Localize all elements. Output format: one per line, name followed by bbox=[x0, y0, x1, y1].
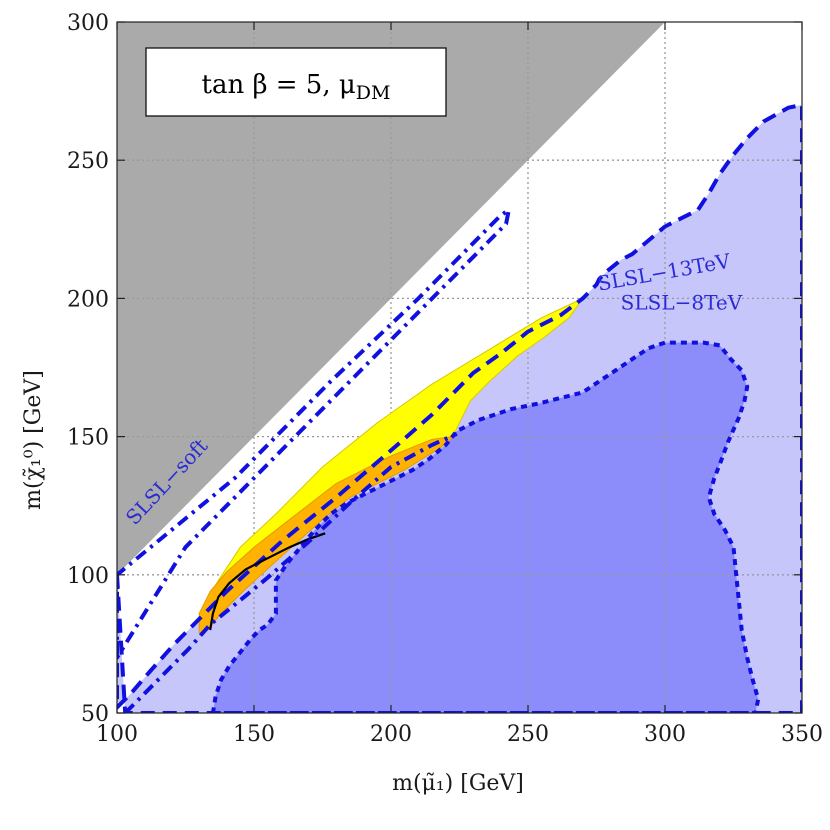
x-tick-label-100: 100 bbox=[96, 722, 138, 747]
x-tick-label-150: 150 bbox=[233, 722, 275, 747]
x-tick-label-200: 200 bbox=[370, 722, 412, 747]
chart-title-main: tan β = 5, μ bbox=[202, 70, 356, 100]
grid bbox=[117, 22, 802, 713]
y-tick-label-100: 100 bbox=[67, 564, 109, 589]
line-black-line-0 bbox=[209, 532, 326, 631]
chart-title-sub: DM bbox=[356, 82, 391, 104]
plot-frame bbox=[116, 21, 803, 714]
y-tick-label-250: 250 bbox=[67, 149, 109, 174]
line-dash-dot-contour-1 bbox=[123, 431, 458, 713]
y-axis-label: m(χ̃₁⁰) [GeV] bbox=[21, 370, 46, 510]
title-box: tan β = 5, μDM bbox=[145, 47, 447, 117]
x-tick-label-350: 350 bbox=[781, 722, 823, 747]
soft-contour-3 bbox=[117, 208, 511, 660]
x-tick-label-250: 250 bbox=[507, 722, 549, 747]
region-label-2: SLSL−8TeV bbox=[621, 290, 743, 314]
x-tick-label-300: 300 bbox=[644, 722, 686, 747]
region-fill-2 bbox=[212, 342, 759, 713]
y-tick-label-200: 200 bbox=[67, 287, 109, 312]
y-tick-label-50: 50 bbox=[81, 702, 109, 727]
orange-band-5 bbox=[198, 435, 456, 634]
region-contour-1 bbox=[117, 102, 802, 713]
region-contour-2 bbox=[210, 340, 761, 713]
y-tick-label-300: 300 bbox=[67, 11, 109, 36]
chart-title: tan β = 5, μDM bbox=[202, 70, 391, 104]
y-tick-label-150: 150 bbox=[67, 426, 109, 451]
x-axis-label: m(μ̃₁) [GeV] bbox=[392, 771, 524, 796]
